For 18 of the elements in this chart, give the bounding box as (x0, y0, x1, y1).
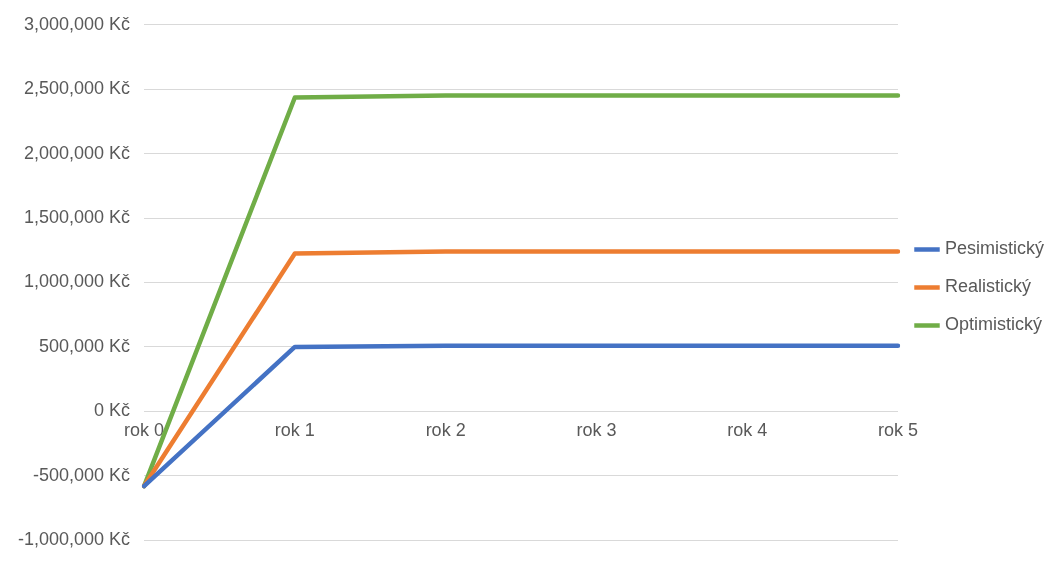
legend-label: Pesimistický (944, 238, 1045, 259)
x-tick-label: rok 3 (576, 420, 617, 441)
y-tick-label: 0 Kč (94, 400, 131, 421)
y-tick-label: 2,000,000 Kč (23, 142, 131, 163)
y-tick-label: 1,000,000 Kč (23, 271, 131, 292)
y-tick-label: -1,000,000 Kč (18, 529, 131, 550)
legend-label: Realistický (944, 276, 1032, 297)
x-tick-label: rok 2 (425, 420, 466, 441)
x-tick-label: rok 4 (727, 420, 768, 441)
legend-label: Optimistický (944, 314, 1043, 335)
y-tick-label: 2,500,000 Kč (23, 78, 131, 99)
x-tick-label: rok 5 (877, 420, 919, 441)
y-tick-label: -500,000 Kč (33, 464, 131, 485)
y-tick-label: 3,000,000 Kč (23, 13, 131, 34)
x-tick-label: rok 1 (274, 420, 315, 441)
y-tick-label: 500,000 Kč (39, 335, 131, 356)
x-tick-label: rok 0 (124, 420, 165, 441)
y-tick-label: 1,500,000 Kč (23, 207, 131, 228)
